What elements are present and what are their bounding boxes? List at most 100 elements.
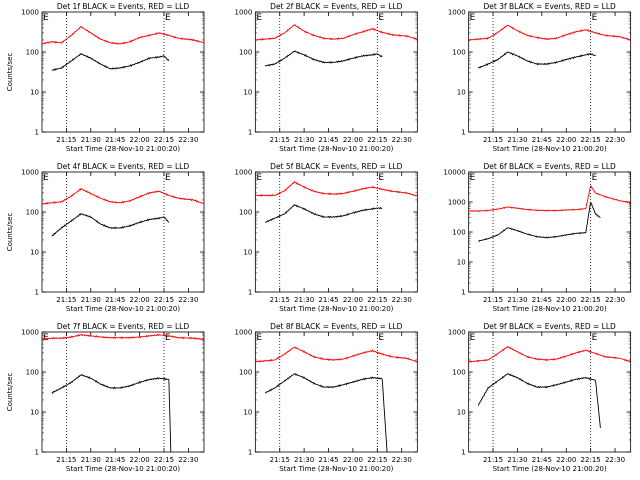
y-tick-label: 1000 <box>235 169 253 177</box>
x-tick-label: 21:30 <box>294 136 314 144</box>
y-tick-label: 1 <box>461 449 465 457</box>
series-lld <box>255 346 418 363</box>
plot-frame <box>254 331 418 453</box>
x-tick-label: 22:00 <box>343 456 363 464</box>
series-events <box>264 203 383 223</box>
y-axis-label: Counts/sec <box>6 213 14 252</box>
y-tick-label: 10 <box>30 89 39 97</box>
x-tick-label: 21:30 <box>294 456 314 464</box>
x-tick-label: 21:45 <box>532 296 552 304</box>
x-tick-label: 22:30 <box>178 456 198 464</box>
x-tick-label: 22:15 <box>581 296 601 304</box>
e-marker-left: E <box>43 173 49 183</box>
x-tick-label: 22:00 <box>129 456 149 464</box>
e-marker-left: E <box>470 173 476 183</box>
y-tick-label: 1000 <box>21 169 39 177</box>
series-lld <box>468 24 631 42</box>
e-marker-left: E <box>470 333 476 343</box>
e-marker-left: E <box>256 333 262 343</box>
y-tick-label: 10 <box>243 249 252 257</box>
y-tick-label: 10 <box>457 259 466 267</box>
plot-frame <box>254 11 418 133</box>
e-marker-right: E <box>378 173 384 183</box>
x-tick-label: 21:45 <box>318 296 338 304</box>
x-tick-label: 22:00 <box>556 456 576 464</box>
y-tick-label: 1 <box>461 129 465 137</box>
x-tick-label: 22:15 <box>367 456 387 464</box>
x-axis-label: Start Time (28-Nov-10 21:00:20) <box>493 305 607 313</box>
e-marker-right: E <box>592 333 598 343</box>
x-axis-label: Start Time (28-Nov-10 21:00:20) <box>279 145 393 153</box>
panel-title: Det 2f BLACK = Events, RED = LLD <box>270 2 403 11</box>
y-tick-label: 100 <box>26 209 39 217</box>
panel-title: Det 3f BLACK = Events, RED = LLD <box>484 2 617 11</box>
y-tick-label: 10 <box>243 409 252 417</box>
y-tick-label: 1 <box>248 289 252 297</box>
e-marker-left: E <box>470 13 476 23</box>
x-tick-label: 21:15 <box>56 296 76 304</box>
series-events <box>51 212 170 237</box>
series-events <box>264 50 383 67</box>
plot-frame <box>41 11 205 133</box>
y-tick-label: 100 <box>452 49 465 57</box>
x-tick-label: 22:00 <box>343 296 363 304</box>
series-lld <box>41 333 205 341</box>
e-marker-left: E <box>43 13 49 23</box>
y-tick-label: 1000 <box>235 329 253 337</box>
panel-title: Det 9f BLACK = Events, RED = LLD <box>484 322 617 331</box>
panel-det-2: Det 2f BLACK = Events, RED = LLD 1 10 100 10… <box>235 2 418 153</box>
x-tick-label: 21:30 <box>294 296 314 304</box>
x-tick-label: 22:15 <box>581 456 601 464</box>
y-tick-label: 100 <box>26 369 39 377</box>
x-tick-label: 21:30 <box>81 296 101 304</box>
x-tick-label: 21:15 <box>483 296 503 304</box>
x-axis-label: Start Time (28-Nov-10 21:00:20) <box>66 465 180 473</box>
y-tick-label: 1 <box>461 289 465 297</box>
x-tick-label: 22:30 <box>605 136 625 144</box>
series-events <box>51 52 170 71</box>
series-events <box>264 372 388 453</box>
x-tick-label: 21:15 <box>270 456 290 464</box>
y-tick-label: 1000 <box>448 329 466 337</box>
x-tick-label: 21:30 <box>81 136 101 144</box>
y-tick-label: 100 <box>26 49 39 57</box>
panel-det-1: Det 1f BLACK = Events, RED = LLD 1 10 100 10… <box>6 2 205 153</box>
y-tick-label: 100 <box>239 49 252 57</box>
y-tick-label: 1 <box>35 289 39 297</box>
plot-frame <box>468 11 632 133</box>
y-tick-label: 10 <box>243 89 252 97</box>
x-tick-label: 22:30 <box>605 456 625 464</box>
panel-det-8: Det 8f BLACK = Events, RED = LLD 1 10 100 10… <box>235 322 418 473</box>
series-lld <box>468 345 631 363</box>
x-tick-label: 22:30 <box>392 296 412 304</box>
y-tick-label: 100 <box>239 369 252 377</box>
e-marker-right: E <box>378 13 384 23</box>
y-tick-label: 10000 <box>443 169 465 177</box>
x-tick-label: 22:30 <box>392 456 412 464</box>
y-tick-label: 1000 <box>448 9 466 17</box>
y-tick-label: 1000 <box>235 9 253 17</box>
panel-det-6: Det 6f BLACK = Events, RED = LLD 1 10 100 10… <box>443 162 632 313</box>
panel-det-7: Det 7f BLACK = Events, RED = LLD 1 10 100 10… <box>6 322 205 473</box>
series-lld <box>255 180 418 197</box>
x-axis-label: Start Time (28-Nov-10 21:00:20) <box>493 145 607 153</box>
x-tick-label: 21:15 <box>483 136 503 144</box>
x-tick-label: 21:15 <box>270 296 290 304</box>
x-tick-label: 21:45 <box>532 456 552 464</box>
x-tick-label: 22:30 <box>392 136 412 144</box>
e-marker-right: E <box>165 333 171 343</box>
e-marker-right: E <box>592 13 598 23</box>
x-tick-label: 22:15 <box>154 456 174 464</box>
x-tick-label: 22:30 <box>178 296 198 304</box>
x-tick-label: 22:15 <box>367 296 387 304</box>
panel-det-3: Det 3f BLACK = Events, RED = LLD 1 10 100 10… <box>448 2 632 153</box>
y-tick-label: 1 <box>248 129 252 137</box>
x-tick-label: 21:30 <box>507 296 527 304</box>
x-tick-label: 21:30 <box>507 136 527 144</box>
x-tick-label: 21:45 <box>105 296 125 304</box>
e-marker-right: E <box>165 13 171 23</box>
e-marker-right: E <box>165 173 171 183</box>
y-tick-label: 1 <box>35 129 39 137</box>
series-lld <box>41 26 205 45</box>
y-tick-label: 100 <box>452 229 465 237</box>
